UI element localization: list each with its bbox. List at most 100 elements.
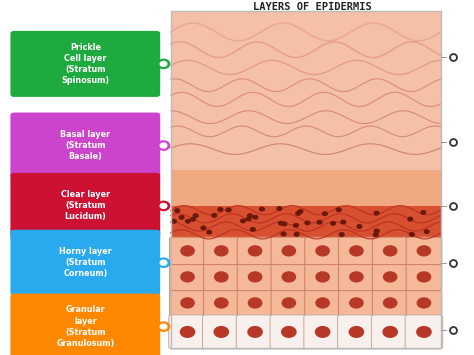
Circle shape <box>350 298 363 308</box>
Circle shape <box>296 212 301 215</box>
FancyBboxPatch shape <box>304 315 341 349</box>
Circle shape <box>282 246 295 256</box>
Text: Horny layer
(Stratum
Corneum): Horny layer (Stratum Corneum) <box>59 247 112 278</box>
FancyBboxPatch shape <box>170 289 205 317</box>
Circle shape <box>331 222 336 225</box>
Circle shape <box>279 222 283 225</box>
Circle shape <box>417 298 430 308</box>
Circle shape <box>193 214 198 217</box>
Circle shape <box>293 224 298 227</box>
FancyBboxPatch shape <box>171 206 441 238</box>
Circle shape <box>160 260 167 265</box>
Circle shape <box>179 216 184 219</box>
Circle shape <box>383 327 397 337</box>
Circle shape <box>157 141 170 150</box>
Circle shape <box>201 226 206 230</box>
Circle shape <box>246 217 251 221</box>
FancyBboxPatch shape <box>270 315 308 349</box>
Circle shape <box>316 298 329 308</box>
Circle shape <box>282 327 296 337</box>
Circle shape <box>172 219 176 223</box>
FancyBboxPatch shape <box>372 315 409 349</box>
Circle shape <box>191 218 195 221</box>
Circle shape <box>350 272 363 282</box>
FancyBboxPatch shape <box>271 237 307 264</box>
FancyBboxPatch shape <box>305 237 340 264</box>
Circle shape <box>175 209 180 212</box>
Circle shape <box>349 327 364 337</box>
FancyBboxPatch shape <box>171 11 441 170</box>
Circle shape <box>181 272 194 282</box>
Circle shape <box>282 272 295 282</box>
Circle shape <box>421 211 426 214</box>
Circle shape <box>282 222 287 226</box>
FancyBboxPatch shape <box>203 237 239 264</box>
Circle shape <box>241 219 246 223</box>
FancyBboxPatch shape <box>406 263 442 291</box>
Circle shape <box>277 207 282 211</box>
FancyBboxPatch shape <box>338 289 374 317</box>
FancyBboxPatch shape <box>203 263 239 291</box>
FancyBboxPatch shape <box>271 263 307 291</box>
FancyBboxPatch shape <box>406 289 442 317</box>
Text: Clear layer
(Stratum
Lucidum): Clear layer (Stratum Lucidum) <box>61 190 110 222</box>
Circle shape <box>341 220 346 224</box>
Circle shape <box>281 232 286 236</box>
Text: Prickle
Cell layer
(Stratum
Spinosum): Prickle Cell layer (Stratum Spinosum) <box>61 43 109 85</box>
Circle shape <box>157 258 170 267</box>
FancyBboxPatch shape <box>10 113 160 179</box>
FancyBboxPatch shape <box>305 263 340 291</box>
Circle shape <box>157 201 170 211</box>
Text: Granular
layer
(Stratum
Granulosum): Granular layer (Stratum Granulosum) <box>56 305 114 348</box>
Circle shape <box>350 246 363 256</box>
Circle shape <box>181 246 194 256</box>
Circle shape <box>215 246 228 256</box>
FancyBboxPatch shape <box>338 237 374 264</box>
Circle shape <box>316 272 329 282</box>
Circle shape <box>248 327 262 337</box>
Circle shape <box>260 207 264 211</box>
Circle shape <box>317 220 322 224</box>
FancyBboxPatch shape <box>202 315 240 349</box>
Circle shape <box>218 208 223 211</box>
FancyBboxPatch shape <box>305 289 340 317</box>
FancyBboxPatch shape <box>373 289 408 317</box>
Circle shape <box>294 233 299 236</box>
Circle shape <box>181 298 194 308</box>
Circle shape <box>316 327 330 337</box>
Circle shape <box>383 246 397 256</box>
FancyBboxPatch shape <box>10 31 160 97</box>
Circle shape <box>305 221 310 225</box>
Circle shape <box>212 214 217 217</box>
Circle shape <box>383 272 397 282</box>
Circle shape <box>374 211 379 215</box>
Circle shape <box>410 233 414 236</box>
Circle shape <box>417 327 431 337</box>
Circle shape <box>248 298 262 308</box>
FancyBboxPatch shape <box>170 263 205 291</box>
Circle shape <box>157 59 170 69</box>
Circle shape <box>374 229 379 233</box>
FancyBboxPatch shape <box>171 316 441 348</box>
Circle shape <box>160 203 167 208</box>
FancyBboxPatch shape <box>169 315 206 349</box>
Circle shape <box>337 208 341 212</box>
Circle shape <box>207 230 211 234</box>
FancyBboxPatch shape <box>203 289 239 317</box>
Circle shape <box>215 298 228 308</box>
Text: Basal layer
(Stratum
Basale): Basal layer (Stratum Basale) <box>60 130 110 161</box>
Circle shape <box>157 322 170 331</box>
FancyBboxPatch shape <box>10 230 160 296</box>
Circle shape <box>316 246 329 256</box>
Circle shape <box>248 246 262 256</box>
FancyBboxPatch shape <box>236 315 274 349</box>
FancyBboxPatch shape <box>10 294 160 355</box>
Circle shape <box>185 219 190 223</box>
Text: LAYERS OF EPIDERMIS: LAYERS OF EPIDERMIS <box>254 2 372 12</box>
Circle shape <box>339 233 344 236</box>
Circle shape <box>248 272 262 282</box>
Circle shape <box>417 246 430 256</box>
Circle shape <box>181 327 195 337</box>
FancyBboxPatch shape <box>237 237 273 264</box>
FancyBboxPatch shape <box>170 237 205 264</box>
